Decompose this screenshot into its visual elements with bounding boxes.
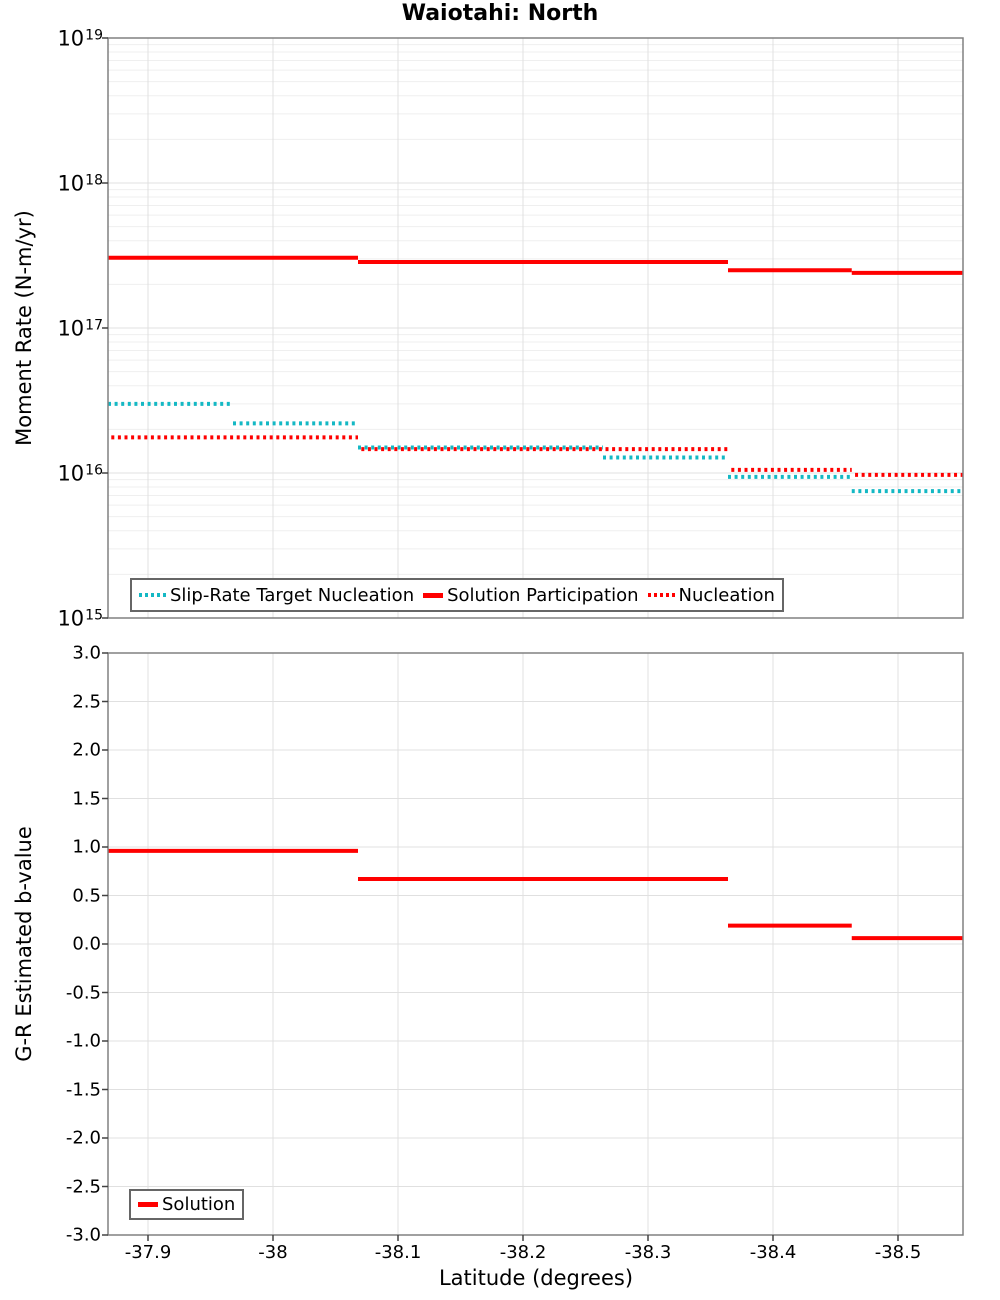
x-tick-label: -38.2 xyxy=(499,1242,547,1263)
legend-label: Slip-Rate Target Nucleation xyxy=(170,584,415,606)
bottom-y-tick-label: 0.0 xyxy=(72,933,101,955)
bottom-y-tick-label: -0.5 xyxy=(65,982,101,1003)
top-y-tick-label: 1017 xyxy=(57,316,103,341)
bottom-y-tick-label: 0.5 xyxy=(72,885,101,906)
bottom-y-tick-label: -3.0 xyxy=(65,1224,101,1246)
top-legend: Slip-Rate Target Nucleation Solution Par… xyxy=(130,578,784,612)
top-y-tick-label: 1019 xyxy=(57,26,103,51)
teal-dotted-line-swatch-icon xyxy=(139,593,166,597)
legend-item-solution: Solution xyxy=(138,1194,235,1215)
x-tick-label: -37.9 xyxy=(124,1242,172,1263)
bottom-y-tick-label: 2.5 xyxy=(72,691,101,712)
bottom-y-tick-label: 1.5 xyxy=(72,788,101,809)
x-tick-label: -38.3 xyxy=(624,1242,672,1263)
x-tick-label: -38 xyxy=(258,1242,288,1263)
legend-item-slip-rate-target-nucleation: Slip-Rate Target Nucleation xyxy=(139,585,414,606)
legend-label: Solution Participation xyxy=(447,584,639,606)
red-solid-line-swatch-icon xyxy=(138,1202,158,1207)
top-y-axis-label: Moment Rate (N-m/yr) xyxy=(12,210,36,446)
bottom-y-tick-label: 2.0 xyxy=(72,739,101,761)
top-y-tick-label: 1016 xyxy=(57,461,103,486)
legend-item-solution-participation: Solution Participation xyxy=(423,584,639,606)
bottom-y-tick-label: -2.0 xyxy=(65,1127,101,1149)
x-tick-label: -38.5 xyxy=(874,1242,922,1263)
x-tick-label: -38.1 xyxy=(374,1242,422,1263)
red-solid-line-swatch-icon xyxy=(423,592,444,598)
legend-label: Solution xyxy=(162,1194,236,1215)
bottom-y-tick-label: -1.0 xyxy=(65,1030,101,1052)
x-axis-label: Latitude (degrees) xyxy=(438,1266,634,1290)
legend-label: Nucleation xyxy=(678,584,775,606)
bottom-y-tick-label: -1.5 xyxy=(65,1079,101,1100)
x-tick-label: -38.4 xyxy=(749,1242,797,1263)
top-y-tick-label: 1015 xyxy=(57,606,103,631)
red-dotted-line-swatch-icon xyxy=(647,593,675,597)
bottom-y-tick-label: 3.0 xyxy=(72,642,101,664)
legend-item-nucleation: Nucleation xyxy=(647,584,775,606)
bottom-y-axis-label: G-R Estimated b-value xyxy=(12,826,36,1062)
bottom-y-tick-label: -2.5 xyxy=(65,1176,101,1197)
top-y-tick-label: 1018 xyxy=(57,171,103,196)
bottom-y-tick-label: 1.0 xyxy=(72,836,101,858)
chart-title: Waiotahi: North xyxy=(401,1,599,26)
bottom-legend: Solution xyxy=(129,1189,245,1220)
